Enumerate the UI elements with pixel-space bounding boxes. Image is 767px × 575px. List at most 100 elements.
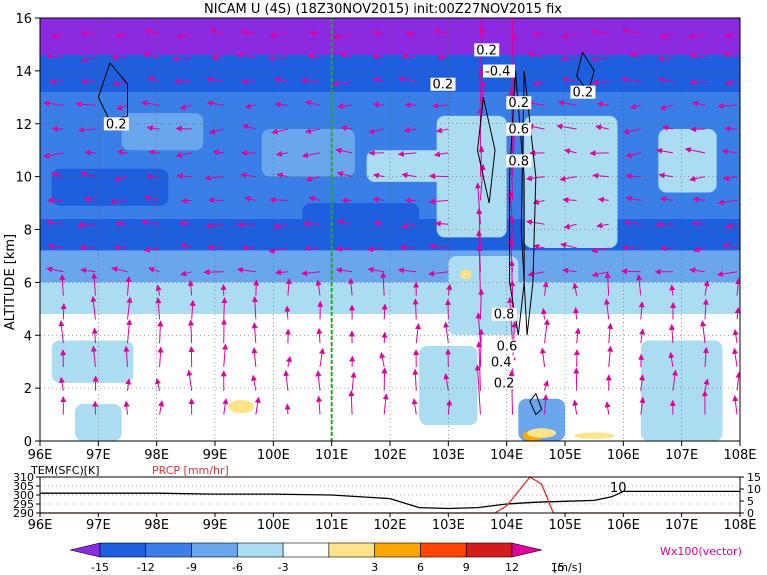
precip-label: PRCP [mm/hr] (152, 464, 229, 477)
wind-vector (147, 76, 160, 83)
wind-vector (300, 77, 321, 84)
sub-x-tick-label: 102E (373, 518, 406, 533)
x-tick-label: 97E (86, 448, 111, 463)
wind-vector (269, 32, 288, 39)
wind-vector (143, 246, 160, 253)
contour-label: 0.8 (508, 154, 529, 169)
shading-patch (419, 345, 478, 426)
y-tick-label: 0 (24, 435, 32, 450)
colorbar-tick-label: -9 (186, 561, 197, 574)
colorbar-box (420, 542, 467, 558)
wind-vector (478, 288, 485, 320)
wind-vector (319, 347, 325, 368)
wind-vector (206, 100, 224, 107)
colorbar-tick-label: 6 (417, 561, 424, 574)
surface-panel: TEM(SFC)[K] PRCP [mm/hr] 10 290295300305… (13, 464, 761, 533)
wind-vector (176, 33, 192, 40)
wind-vector (507, 190, 514, 225)
wind-vector (308, 196, 321, 202)
wind-vector (125, 276, 132, 296)
y-tick-label: 4 (24, 329, 32, 344)
shading-patch (302, 203, 420, 235)
contour-label: 0.2 (508, 96, 529, 111)
wind-vector (629, 103, 641, 110)
wind-vector (372, 101, 385, 108)
wind-vector (206, 244, 224, 251)
colorbar-box (374, 542, 421, 558)
wind-vector (59, 274, 66, 296)
wind-vector (622, 128, 641, 135)
x-tick-label: 101E (315, 448, 348, 463)
wind-vector (591, 79, 609, 86)
x-tick-label: 96E (28, 448, 53, 463)
wind-vector (372, 53, 385, 60)
wind-vector (366, 246, 385, 253)
colorbar-unit: [m/s] (553, 561, 582, 574)
contour-line (529, 393, 543, 416)
wind-vector (187, 319, 194, 344)
wind-vector (303, 220, 321, 227)
sub-grid (40, 485, 740, 505)
wind-vector (373, 172, 385, 179)
wind-vector (141, 100, 160, 107)
wind-vector (43, 100, 64, 107)
colorbar-box (99, 542, 147, 558)
wind-vector (90, 295, 97, 320)
sub-x-tick-label: 96E (28, 518, 53, 533)
wind-vector (340, 125, 353, 132)
y-axis-label: ALTITUDE [km] (3, 234, 18, 330)
wind-vector (561, 33, 577, 39)
sub-x-tick-label: 107E (665, 518, 698, 533)
wind-vector (155, 284, 162, 296)
wind-vector (725, 79, 738, 86)
wind-vector (397, 150, 417, 157)
wind-vector (559, 175, 577, 182)
wind-vector (476, 207, 483, 249)
wind-vector (146, 125, 160, 132)
wind-vector (254, 396, 261, 415)
wind-vector (306, 53, 321, 60)
temp-tick-label: 310 (13, 471, 34, 484)
wind-vector (574, 327, 581, 344)
wind-vector (625, 195, 641, 202)
wind-vector (111, 266, 128, 273)
wind-vector (527, 271, 545, 278)
wind-vector (401, 223, 417, 230)
wind-vector (304, 127, 321, 134)
wind-vector (412, 368, 419, 391)
wind-vector (625, 173, 641, 180)
wind-vector (350, 371, 357, 391)
colorbar-tick-label: -15 (91, 561, 109, 574)
wind-vector (80, 171, 96, 178)
wind-vector (443, 373, 450, 391)
wind-vector (573, 307, 579, 320)
sub-x-tick-label: 103E (432, 518, 465, 533)
wind-vector (629, 52, 641, 59)
wind-vector (205, 222, 224, 229)
wind-vector (542, 281, 549, 296)
wind-vector (348, 390, 355, 415)
colorbar-tick-label: 3 (371, 561, 378, 574)
wind-vector (429, 173, 449, 180)
wind-vector (732, 347, 739, 368)
wind-vector (372, 30, 385, 37)
wind-vector (144, 195, 160, 202)
shading-patch (51, 168, 169, 206)
colorbar-tick-label: -12 (137, 561, 155, 574)
shading-patch (261, 129, 355, 177)
wind-vector (735, 371, 740, 391)
wind-vector (251, 347, 258, 368)
wind-vector (656, 147, 674, 154)
contour-labels: 0.20.20.2-0.40.20.20.60.80.80.60.40.2 (103, 43, 596, 391)
wind-vector (527, 52, 545, 59)
wind-vector (222, 343, 229, 368)
temperature-label: TEM(SFC)[K] (30, 464, 100, 477)
wind-vector (693, 246, 706, 253)
wind-vector (155, 378, 161, 391)
wind-vector (734, 307, 740, 320)
wind-vector (721, 148, 738, 155)
wind-vector (315, 370, 322, 391)
sub-x-tick-label: 108E (723, 518, 756, 533)
wind-vector (381, 303, 388, 320)
shading-patch (658, 129, 717, 193)
